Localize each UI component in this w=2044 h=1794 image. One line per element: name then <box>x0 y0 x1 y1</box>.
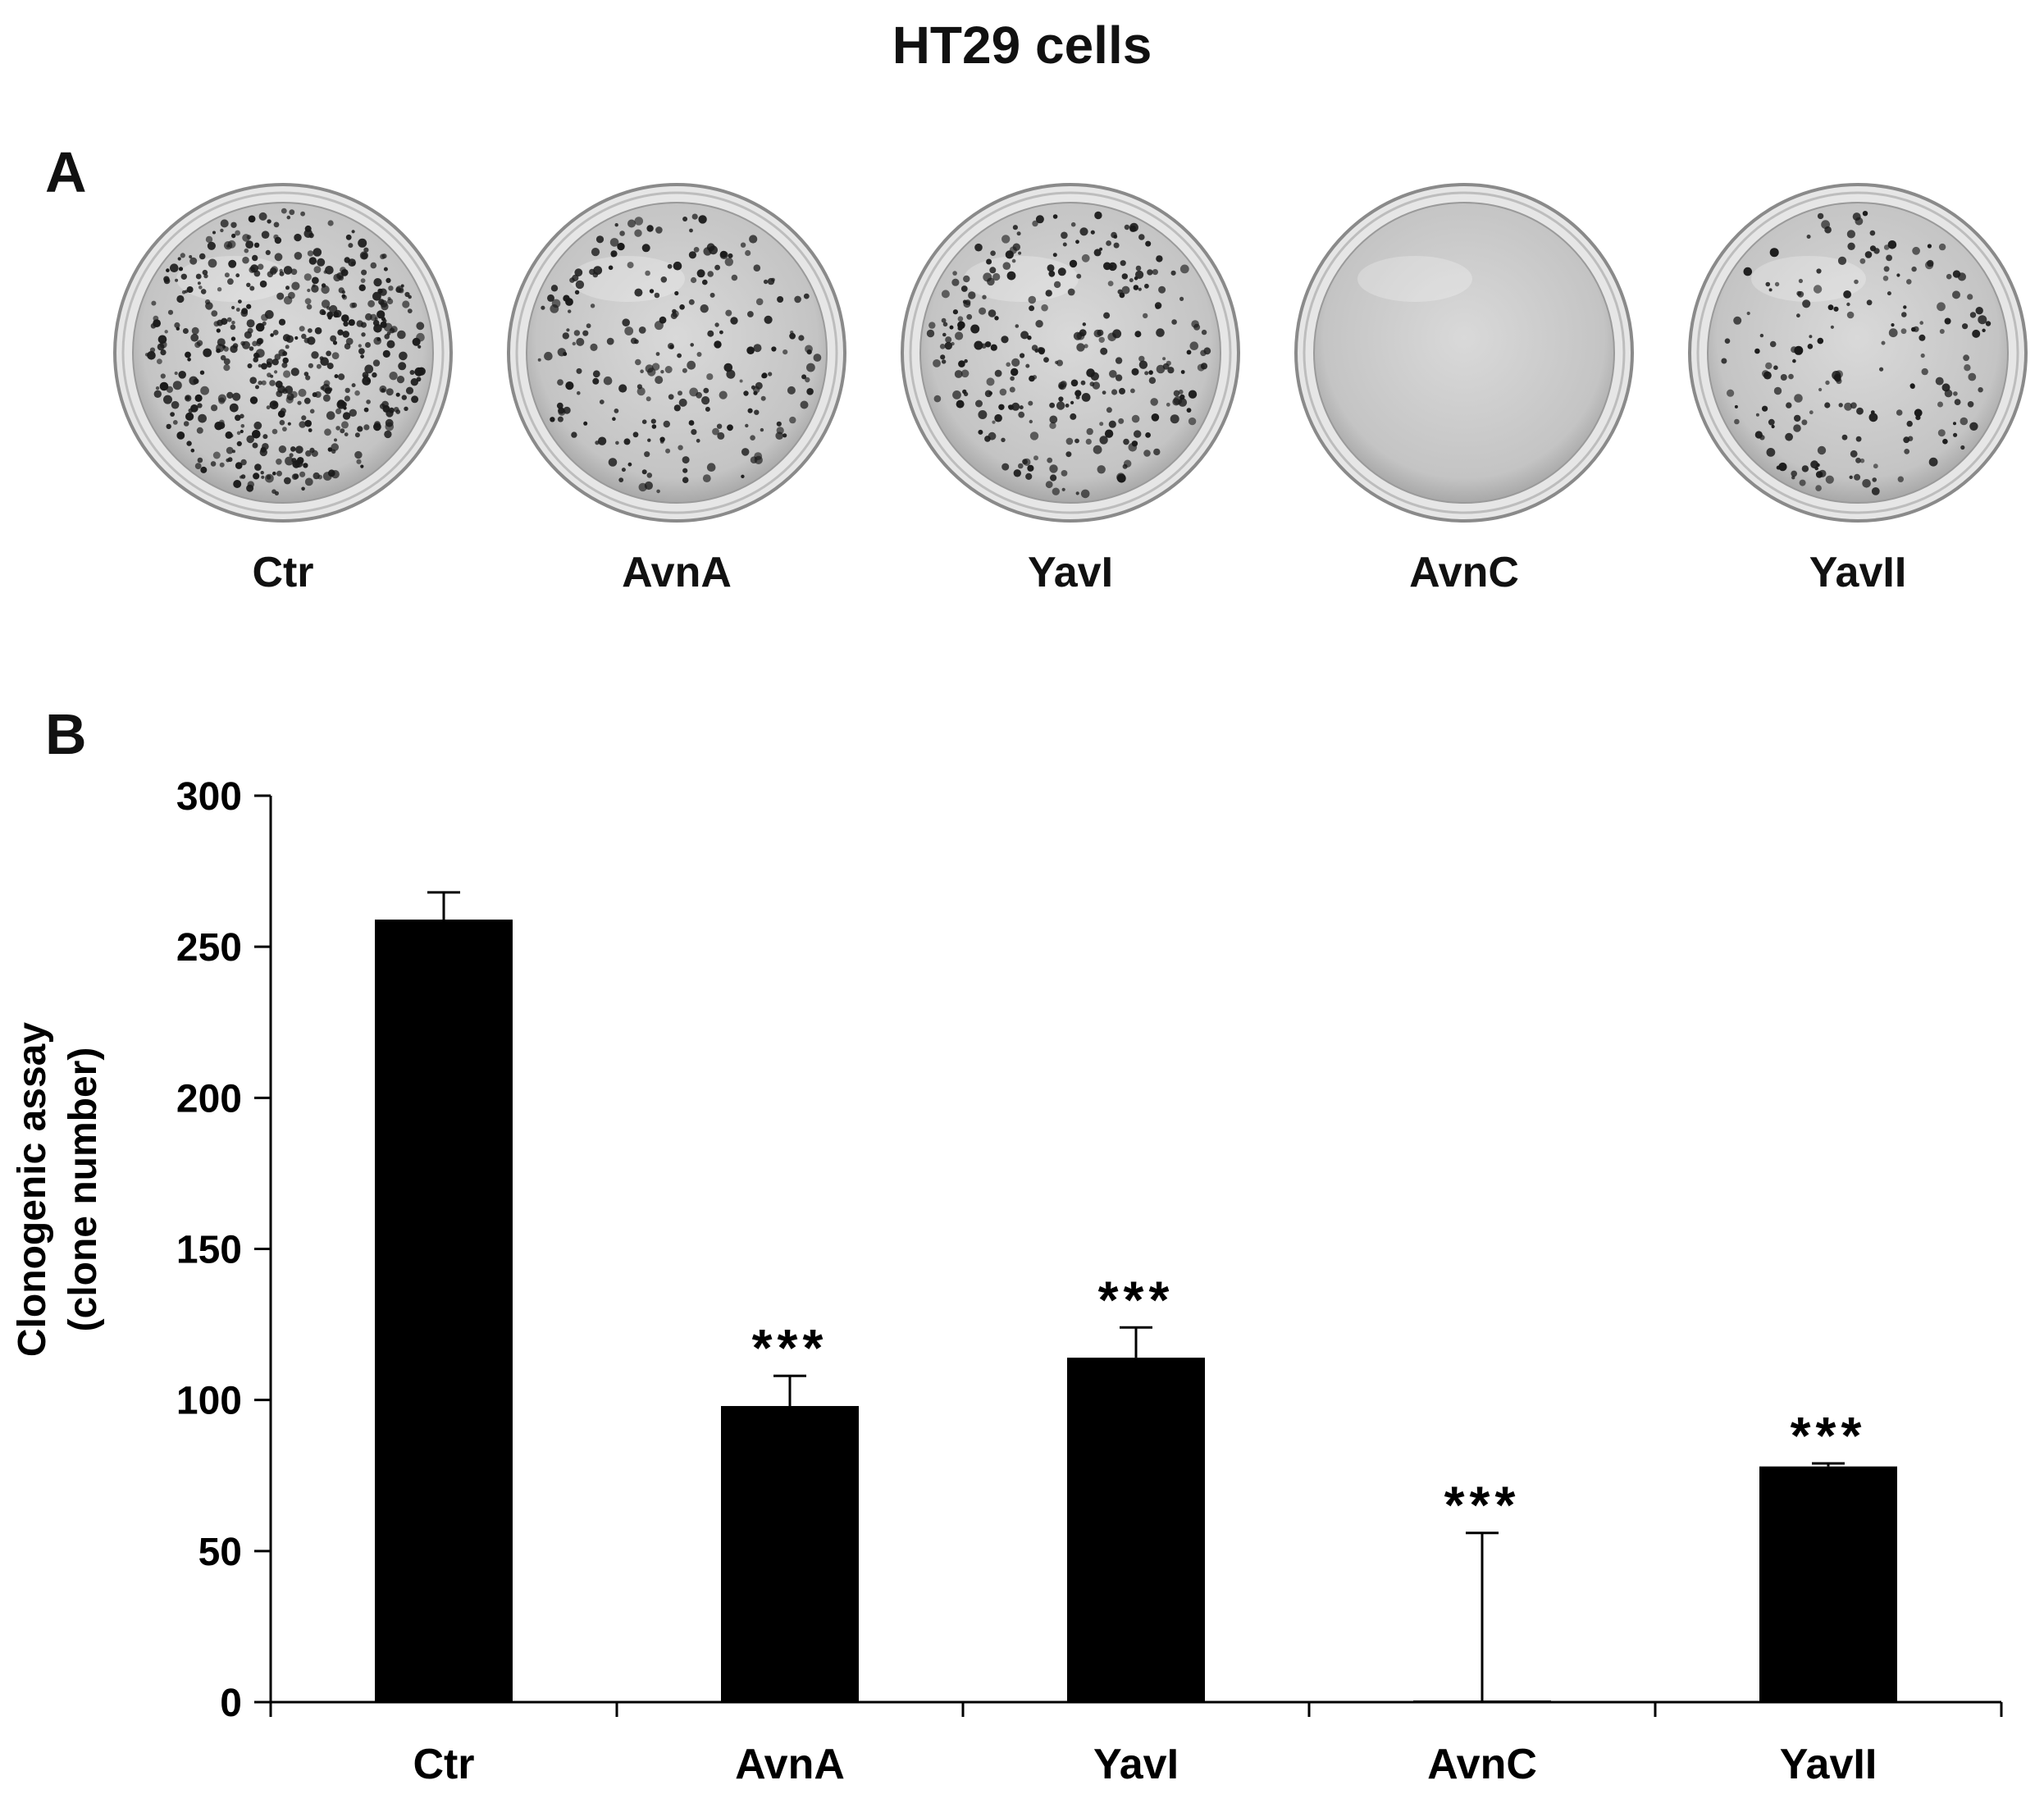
x-tick-label-yavii: YavII <box>1780 1741 1877 1788</box>
y-tick-label: 0 <box>220 1682 242 1725</box>
dish-label-avnc: AvnC <box>1409 549 1519 596</box>
petri-dish-photos <box>113 183 2028 523</box>
y-tick-label: 250 <box>176 926 242 970</box>
y-tick-label: 300 <box>176 775 242 819</box>
y-tick-label: 150 <box>176 1229 242 1272</box>
dish-label-yavi: YavI <box>1027 549 1114 596</box>
significance-marker: *** <box>1098 1270 1175 1329</box>
colonies <box>144 208 426 496</box>
significance-marker: *** <box>1444 1476 1521 1535</box>
significance-marker: *** <box>1791 1406 1867 1465</box>
significance-marker: *** <box>752 1318 828 1377</box>
bar-yavii <box>1759 1466 1897 1702</box>
y-tick-label: 200 <box>176 1077 242 1121</box>
bar-ctr <box>375 920 513 1702</box>
x-tick-label-ctr: Ctr <box>413 1741 474 1788</box>
petri-dish-yavii <box>1688 183 2028 523</box>
dish-label-ctr: Ctr <box>252 549 314 596</box>
y-tick-label: 50 <box>198 1531 242 1574</box>
x-tick-label-avna: AvnA <box>735 1741 845 1788</box>
colonies <box>1721 211 1992 495</box>
colonies <box>926 211 1211 499</box>
bar-yavi <box>1067 1358 1205 1702</box>
panel-b-label: B <box>45 702 87 766</box>
bar-avna <box>721 1406 859 1702</box>
x-tick-label-yavi: YavI <box>1093 1741 1179 1788</box>
x-tick-label-avnc: AvnC <box>1427 1741 1537 1788</box>
y-axis-label: Clonogenic assay (clone number) <box>11 1022 105 1357</box>
figure-title: HT29 cells <box>892 16 1152 75</box>
bar-avnc <box>1413 1700 1551 1702</box>
dish-label-yavii: YavII <box>1809 549 1907 596</box>
panel-a-label: A <box>45 140 87 204</box>
petri-dish-avna <box>507 183 846 523</box>
colonies <box>537 213 822 494</box>
petri-dish-yavi <box>901 183 1240 523</box>
y-tick-label: 100 <box>176 1380 242 1423</box>
petri-dish-avnc <box>1294 183 1634 523</box>
dish-label-avna: AvnA <box>622 549 732 596</box>
petri-dish-ctr <box>113 183 453 523</box>
